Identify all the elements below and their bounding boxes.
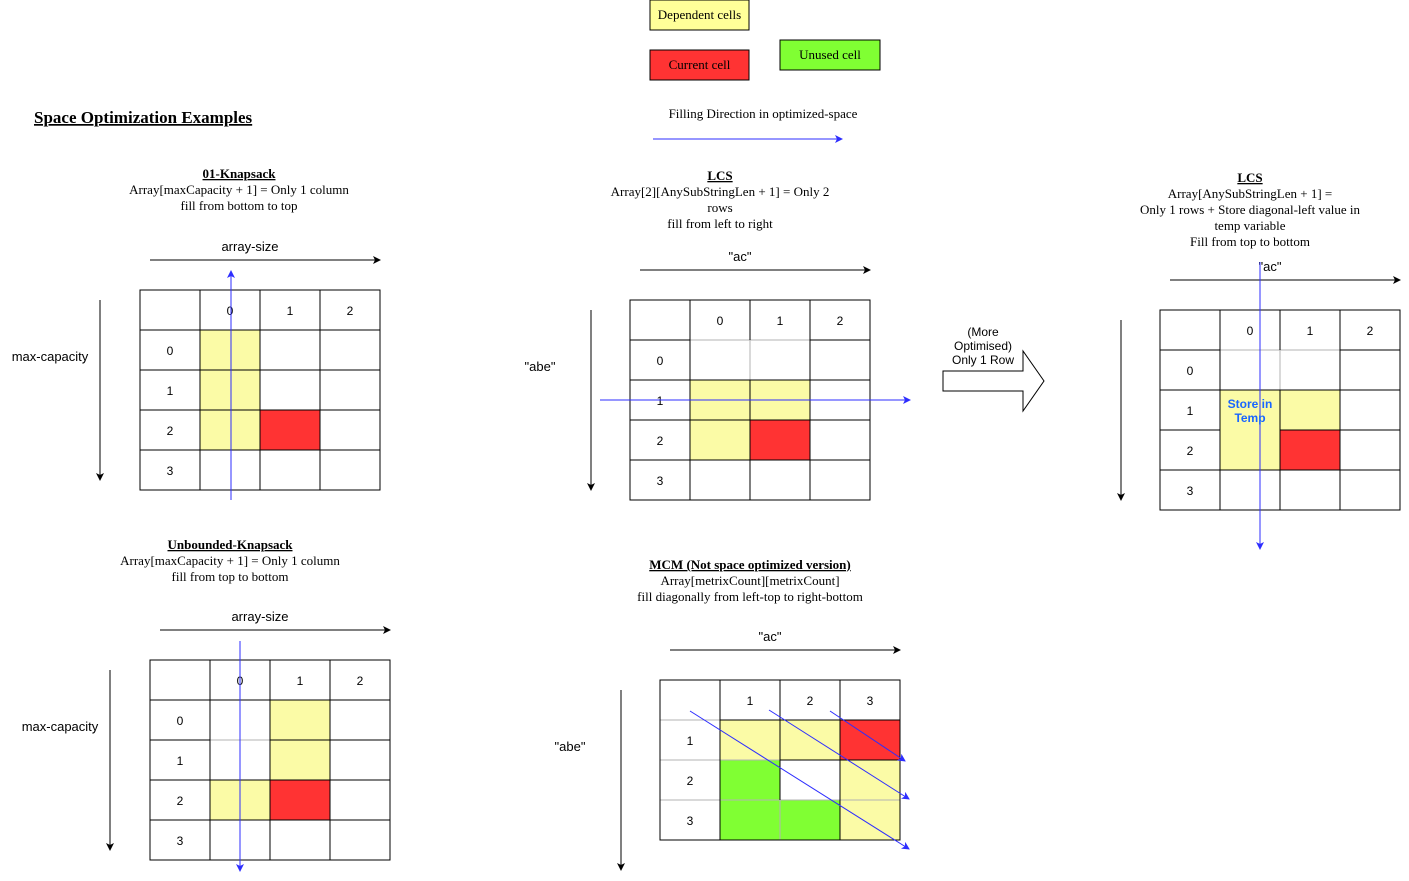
lcs1-col-header: 0 xyxy=(717,314,724,328)
lcs2-store-temp-line1: Store in xyxy=(1228,397,1273,411)
lcs2-store-temp-line2: Temp xyxy=(1234,411,1265,425)
knapsack01-row-header: 0 xyxy=(167,344,174,358)
lcs2-title: LCS xyxy=(1237,170,1262,185)
more-optimised-arrow: (More Optimised) Only 1 Row xyxy=(942,325,1045,413)
knapsack01-row-header: 1 xyxy=(167,384,174,398)
unbounded-current-cell xyxy=(270,780,330,820)
lcs2-row-header: 1 xyxy=(1187,404,1194,418)
lcs1-row-header: 0 xyxy=(657,354,664,368)
lcs2-line4: Fill from top to bottom xyxy=(1190,234,1310,249)
mcm-y-axis-label: "abe" xyxy=(555,739,586,754)
lcs2-grid xyxy=(1159,309,1401,511)
mcm-panel: MCM (Not space optimized version) Array[… xyxy=(555,557,910,871)
unbounded-line2: fill from top to bottom xyxy=(172,569,289,584)
mcm-row-header: 3 xyxy=(687,814,694,828)
knapsack01-panel: 01-Knapsack Array[maxCapacity + 1] = Onl… xyxy=(12,166,381,500)
lcs2-row-header: 3 xyxy=(1187,484,1194,498)
knapsack01-col-header: 2 xyxy=(347,304,354,318)
legend: Dependent cells Current cell Unused cell… xyxy=(649,0,881,143)
unbounded-grid xyxy=(149,659,391,861)
lcs1-line1: Array[2][AnySubStringLen + 1] = Only 2 xyxy=(611,184,830,199)
mcm-unused-cells xyxy=(780,800,840,840)
mcm-current-cell xyxy=(840,720,900,760)
legend-current-label: Current cell xyxy=(669,57,731,72)
lcs1-panel: LCS Array[2][AnySubStringLen + 1] = Only… xyxy=(525,168,911,501)
unbounded-row-header: 0 xyxy=(177,714,184,728)
lcs1-row-header: 2 xyxy=(657,434,664,448)
lcs2-col-header: 0 xyxy=(1247,324,1254,338)
legend-current-swatch xyxy=(649,49,750,81)
lcs2-col-header: 2 xyxy=(1367,324,1374,338)
lcs1-line2: rows xyxy=(707,200,732,215)
mcm-col-header: 1 xyxy=(747,694,754,708)
lcs2-row-header: 0 xyxy=(1187,364,1194,378)
unbounded-y-axis-label: max-capacity xyxy=(22,719,99,734)
lcs2-line2: Only 1 rows + Store diagonal-left value … xyxy=(1140,202,1360,217)
lcs1-line3: fill from left to right xyxy=(667,216,773,231)
big-right-arrow-icon xyxy=(942,349,1045,413)
lcs1-title: LCS xyxy=(707,168,732,183)
mcm-diagonal-arrow xyxy=(768,709,910,800)
knapsack01-current-cell xyxy=(260,410,320,450)
legend-dependent-swatch xyxy=(649,0,750,31)
lcs1-row-header: 1 xyxy=(657,394,664,408)
lcs1-current-cell xyxy=(750,420,810,460)
mcm-row-header: 1 xyxy=(687,734,694,748)
knapsack01-col-header: 0 xyxy=(227,304,234,318)
lcs2-panel: LCS Array[AnySubStringLen + 1] = Only 1 … xyxy=(1117,170,1401,550)
lcs2-dependent-cells xyxy=(1220,430,1280,470)
lcs1-x-axis-label: "ac" xyxy=(729,249,752,264)
lcs1-y-axis-label: "abe" xyxy=(525,359,556,374)
unbounded-row-header: 2 xyxy=(177,794,184,808)
mcm-line2: fill diagonally from left-top to right-b… xyxy=(637,589,863,604)
knapsack01-line1: Array[maxCapacity + 1] = Only 1 column xyxy=(129,182,349,197)
knapsack01-grid xyxy=(139,289,381,491)
unbounded-row-header: 3 xyxy=(177,834,184,848)
mcm-diagonal-arrow xyxy=(689,710,910,850)
unbounded-x-axis-label: array-size xyxy=(231,609,288,624)
lcs2-row-header: 2 xyxy=(1187,444,1194,458)
lcs1-row-header: 3 xyxy=(657,474,664,488)
knapsack01-y-axis-label: max-capacity xyxy=(12,349,89,364)
knapsack01-title: 01-Knapsack xyxy=(203,166,277,181)
lcs2-line1: Array[AnySubStringLen + 1] = xyxy=(1168,186,1333,201)
knapsack01-col-header: 1 xyxy=(287,304,294,318)
legend-dependent-label: Dependent cells xyxy=(658,7,741,22)
lcs2-col-header: 1 xyxy=(1307,324,1314,338)
legend-unused-swatch xyxy=(779,39,881,71)
mcm-col-header: 2 xyxy=(807,694,814,708)
more-optimised-line3: Only 1 Row xyxy=(952,353,1014,367)
mcm-diagonal-arrow xyxy=(829,710,906,762)
unbounded-col-header: 2 xyxy=(357,674,364,688)
mcm-line1: Array[metrixCount][metrixCount] xyxy=(660,573,839,588)
mcm-col-header: 3 xyxy=(867,694,874,708)
legend-unused-label: Unused cell xyxy=(799,47,861,62)
lcs1-col-header: 1 xyxy=(777,314,784,328)
mcm-row-header: 2 xyxy=(687,774,694,788)
unbounded-col-header: 1 xyxy=(297,674,304,688)
more-optimised-line2: Optimised) xyxy=(954,339,1012,353)
mcm-x-axis-label: "ac" xyxy=(759,629,782,644)
unbounded-line1: Array[maxCapacity + 1] = Only 1 column xyxy=(120,553,340,568)
knapsack01-line2: fill from bottom to top xyxy=(181,198,298,213)
more-optimised-line1: (More xyxy=(967,325,999,339)
knapsack01-row-header: 2 xyxy=(167,424,174,438)
lcs1-dependent-cells xyxy=(690,420,750,460)
unbounded-title: Unbounded-Knapsack xyxy=(168,537,294,552)
legend-filling-direction-label: Filling Direction in optimized-space xyxy=(669,106,858,121)
lcs2-light-lines xyxy=(1220,349,1340,390)
mcm-title: MCM (Not space optimized version) xyxy=(649,557,850,572)
lcs2-x-axis-label: "ac" xyxy=(1259,259,1282,274)
lcs2-current-cell xyxy=(1280,430,1340,470)
unbounded-row-header: 1 xyxy=(177,754,184,768)
knapsack01-row-header: 3 xyxy=(167,464,174,478)
lcs1-col-header: 2 xyxy=(837,314,844,328)
lcs2-line3: temp variable xyxy=(1214,218,1285,233)
page-heading: Space Optimization Examples xyxy=(34,108,253,127)
knapsack01-x-axis-label: array-size xyxy=(221,239,278,254)
knapsack01-dependent-cells xyxy=(200,330,260,450)
unbounded-panel: Unbounded-Knapsack Array[maxCapacity + 1… xyxy=(22,537,391,872)
lcs1-light-lines xyxy=(690,339,810,380)
